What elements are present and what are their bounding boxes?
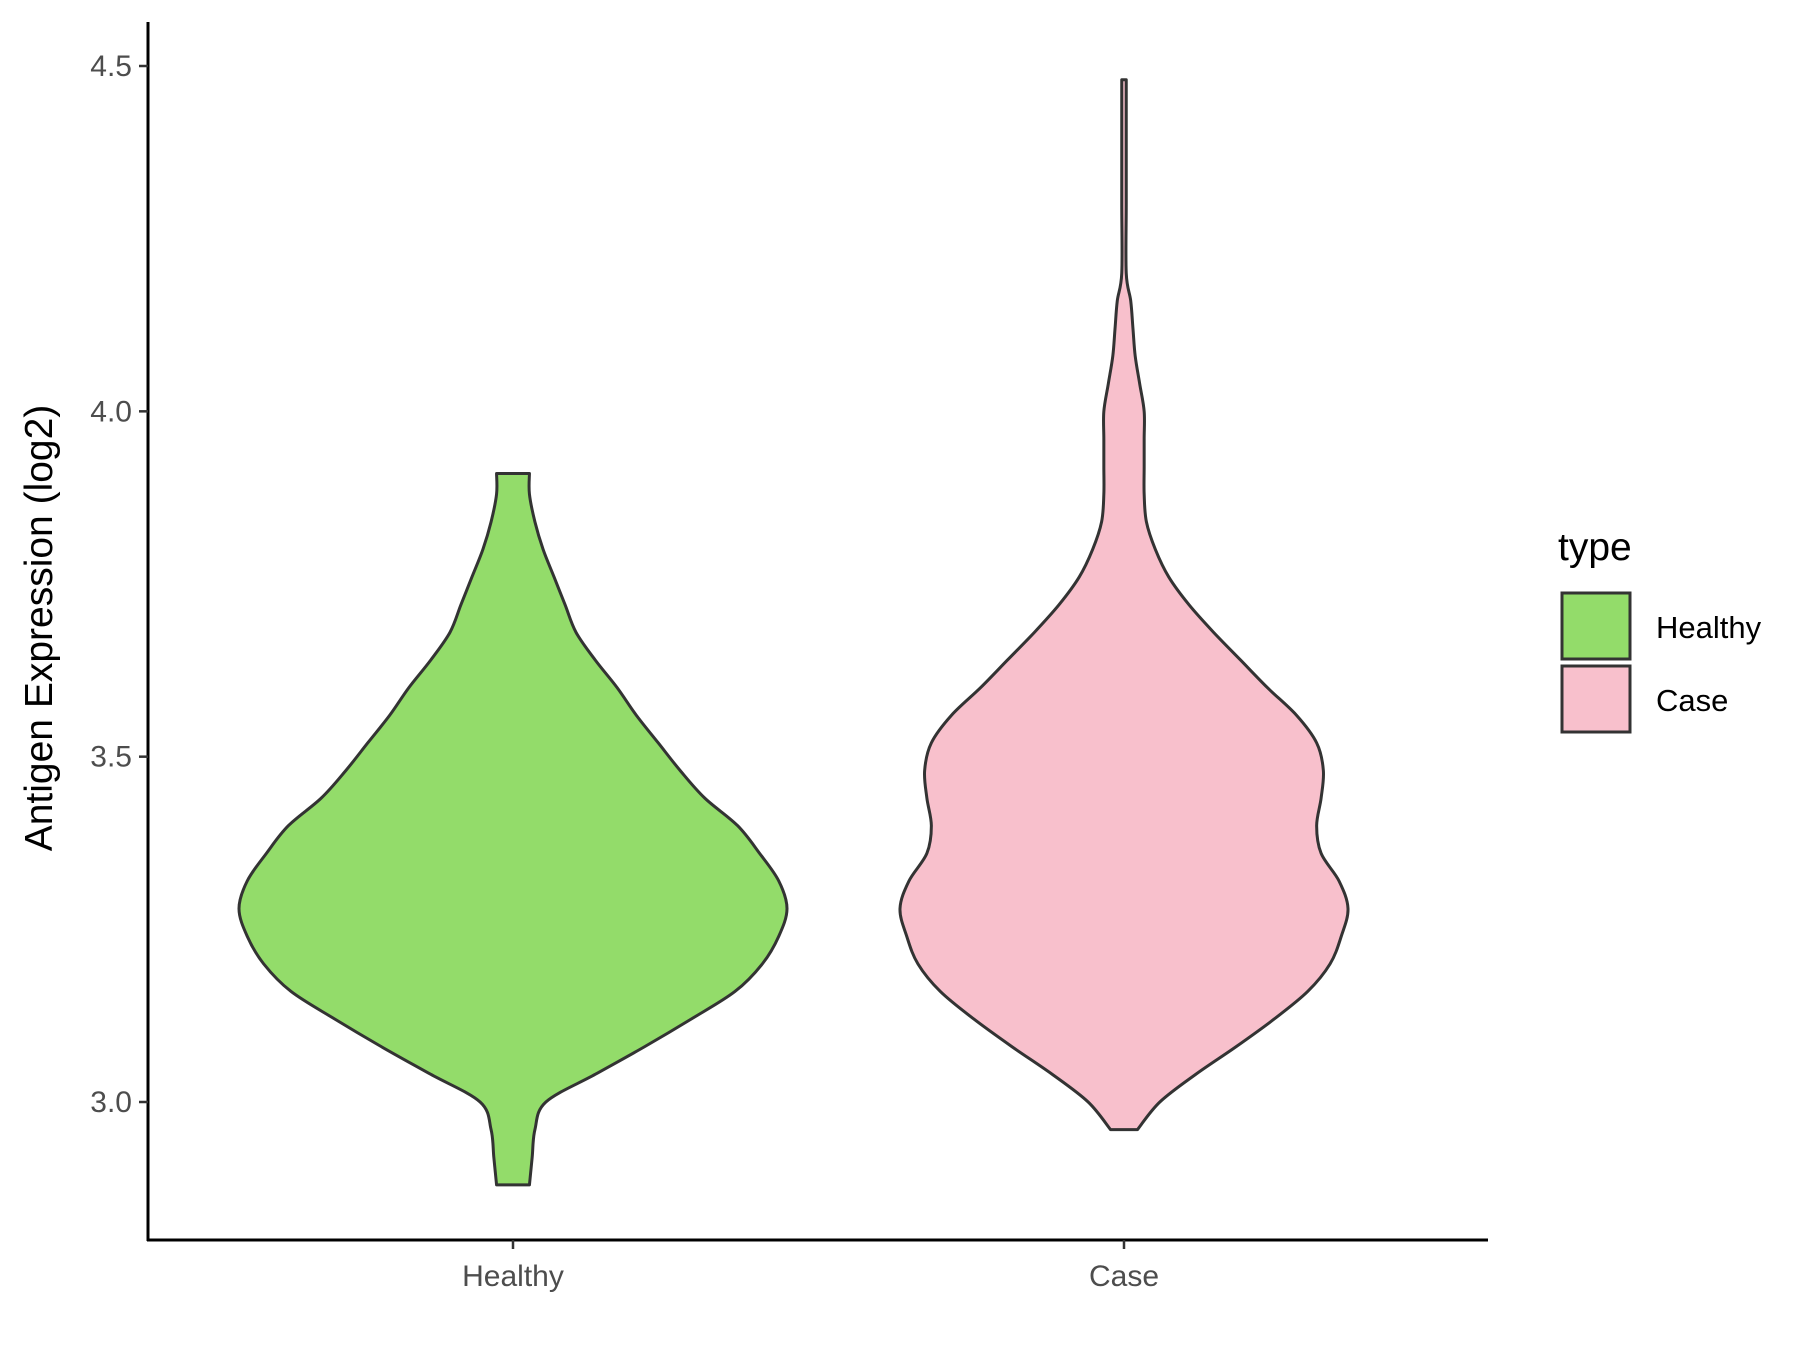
legend: type Healthy Case (1558, 526, 1762, 734)
plot-area (237, 78, 1350, 1187)
legend-key-case (1560, 664, 1632, 734)
axes: 3.0 3.5 4.0 4.5 Healthy Case (90, 22, 1488, 1293)
legend-key-healthy (1560, 591, 1632, 661)
y-tick-label: 3.0 (90, 1086, 132, 1119)
x-tick-label: Case (1089, 1260, 1159, 1293)
y-axis-title: Antigen Expression (log2) (18, 405, 61, 852)
y-tick-label: 3.5 (90, 741, 132, 774)
legend-label-case: Case (1656, 683, 1728, 718)
violin-case (898, 78, 1350, 1132)
y-tick-label: 4.0 (90, 395, 132, 428)
x-tick-label: Healthy (462, 1260, 564, 1293)
legend-label-healthy: Healthy (1656, 610, 1762, 645)
violin-healthy (237, 471, 789, 1187)
legend-title: type (1558, 526, 1632, 569)
y-tick-label: 4.5 (90, 50, 132, 83)
